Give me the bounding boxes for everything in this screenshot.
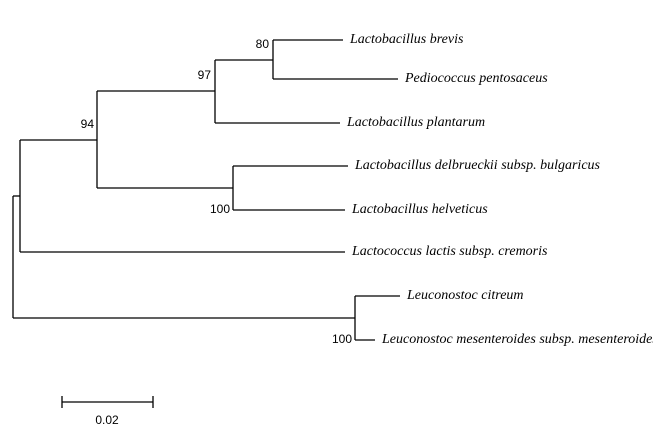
leaf-label: Lactobacillus helveticus — [351, 202, 488, 217]
branches — [12, 39, 400, 341]
bootstrap-value: 100 — [210, 202, 230, 216]
bootstrap-value: 100 — [332, 332, 352, 346]
bootstrap-value: 94 — [81, 117, 95, 131]
bootstrap-values: 80 97 94 100 100 — [81, 37, 353, 346]
leaf-labels: Lactobacillus brevis Pediococcus pentosa… — [346, 32, 653, 347]
leaf-label: Leuconostoc mesenteroides subsp. mesente… — [381, 332, 653, 347]
leaf-label: Lactococcus lactis subsp. cremoris — [351, 244, 548, 259]
leaf-label: Lactobacillus delbrueckii subsp. bulgari… — [354, 158, 601, 173]
leaf-label: Leuconostoc citreum — [406, 288, 524, 303]
scale-label: 0.02 — [95, 413, 119, 427]
leaf-label: Lactobacillus plantarum — [346, 115, 485, 130]
bootstrap-value: 80 — [256, 37, 270, 51]
leaf-label: Pediococcus pentosaceus — [404, 71, 548, 86]
scale-bar: 0.02 — [61, 396, 154, 427]
leaf-label: Lactobacillus brevis — [349, 32, 464, 47]
bootstrap-value: 97 — [198, 68, 212, 82]
